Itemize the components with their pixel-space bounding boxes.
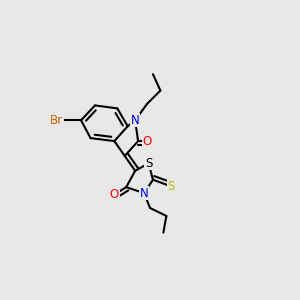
Text: Br: Br [50, 114, 63, 127]
Text: S: S [145, 157, 152, 170]
Text: N: N [140, 187, 148, 200]
Text: O: O [142, 135, 152, 148]
Text: O: O [110, 188, 119, 201]
Text: S: S [167, 180, 175, 193]
Text: N: N [131, 114, 140, 127]
